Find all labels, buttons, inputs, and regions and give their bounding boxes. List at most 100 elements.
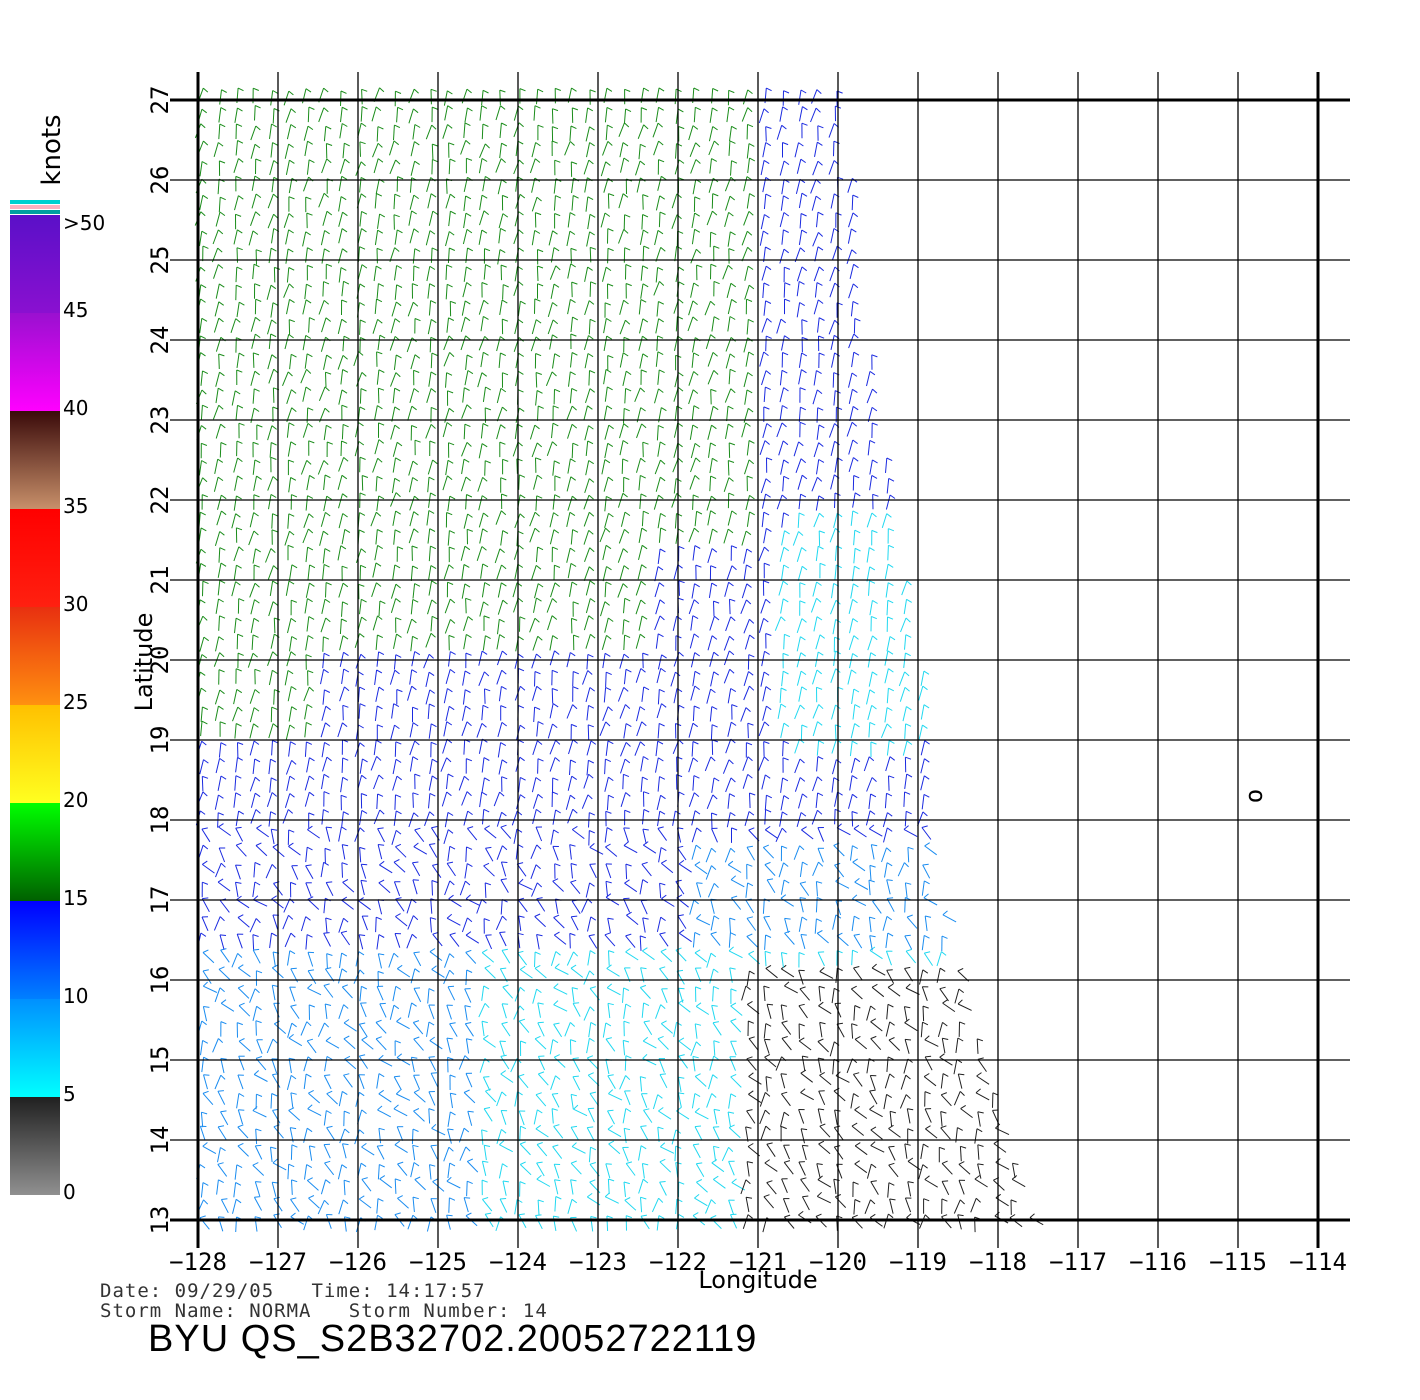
wind-barb	[253, 862, 256, 878]
wind-barb	[763, 194, 767, 210]
wind-barb-flag	[869, 721, 876, 726]
wind-barb	[939, 1056, 953, 1066]
wind-barb-flag	[502, 915, 507, 921]
wind-barb-flag	[428, 476, 435, 481]
wind-barb-flag	[325, 1003, 332, 1006]
wind-barb-flag	[569, 1022, 576, 1027]
wind-barb	[212, 405, 220, 420]
wind-barb-flag	[376, 193, 383, 197]
wind-barb-flag	[622, 492, 628, 498]
wind-barb	[389, 1005, 395, 1020]
wind-barb-flag	[519, 986, 526, 992]
wind-barb	[569, 933, 571, 949]
wind-barb-flag	[640, 474, 646, 479]
wind-barb-flag	[606, 983, 613, 989]
wind-barb-flag	[729, 316, 736, 320]
wind-barb-flag	[376, 705, 383, 710]
wind-barb-flag	[693, 405, 700, 410]
wind-barb-flag	[553, 1215, 560, 1218]
wind-barb-flag	[660, 948, 667, 953]
wind-barb-flag	[783, 879, 790, 884]
wind-barb-flag	[272, 601, 279, 606]
wind-barb-flag	[624, 758, 631, 764]
wind-barb	[730, 1076, 742, 1088]
wind-barb	[741, 422, 747, 438]
wind-barb	[499, 1198, 508, 1213]
wind-barb-flag	[341, 1164, 348, 1169]
wind-barb	[796, 670, 802, 686]
wind-barb	[497, 742, 502, 758]
wind-barb	[903, 599, 907, 615]
wind-barb-flag	[340, 794, 347, 798]
wind-barb	[304, 598, 308, 614]
wind-barb	[690, 249, 697, 264]
wind-barb-flag	[887, 1056, 894, 1060]
wind-barb	[640, 1093, 648, 1108]
wind-barb-flag	[781, 494, 788, 500]
wind-barb	[535, 1094, 547, 1107]
wind-barb	[584, 300, 590, 316]
wind-barb	[361, 1178, 372, 1192]
wind-barb	[476, 723, 483, 738]
wind-barb	[342, 705, 344, 721]
wind-barb	[483, 1108, 493, 1122]
wind-barb	[866, 566, 871, 582]
wind-barb	[251, 175, 256, 191]
wind-barb	[957, 1073, 963, 1089]
wind-barb	[428, 775, 433, 791]
wind-barb-flag	[202, 580, 209, 585]
wind-barb-flag	[394, 424, 400, 430]
wind-barb	[993, 1179, 1005, 1191]
wind-barb	[341, 281, 344, 297]
wind-barb	[355, 548, 362, 564]
wind-barb-flag	[889, 756, 896, 761]
wind-barb	[215, 372, 220, 387]
wind-barb-flag	[342, 423, 349, 428]
wind-barb-flag	[869, 916, 876, 920]
wind-barb-flag	[255, 1181, 262, 1183]
wind-barb	[692, 545, 696, 561]
wind-barb	[868, 580, 870, 596]
wind-barb-flag	[359, 1091, 365, 1097]
wind-barb	[671, 1129, 677, 1145]
wind-barb	[495, 510, 502, 525]
wind-barb	[759, 440, 766, 455]
wind-barb	[850, 845, 853, 861]
wind-barb	[570, 352, 573, 368]
wind-barb-flag	[288, 229, 294, 234]
wind-barb-flag	[288, 213, 294, 218]
wind-barb	[694, 1023, 698, 1039]
wind-barb	[815, 546, 819, 562]
wind-barb-flag	[270, 456, 277, 460]
wind-barb	[653, 495, 659, 510]
wind-barb	[271, 1058, 278, 1074]
wind-barb	[812, 669, 818, 685]
wind-barb-flag	[256, 1005, 262, 1011]
wind-barb-flag	[220, 1057, 227, 1060]
wind-barb-flag	[253, 723, 259, 728]
wind-barb-flag	[659, 1073, 667, 1075]
wind-barb-flag	[554, 863, 561, 867]
wind-barb	[670, 671, 676, 687]
wind-barb	[762, 898, 765, 914]
wind-barb-flag	[642, 917, 649, 920]
wind-barb	[482, 809, 485, 825]
wind-barb	[764, 934, 767, 950]
wind-barb	[605, 1038, 616, 1052]
wind-barb-flag	[289, 530, 295, 536]
wind-barb	[723, 477, 730, 492]
wind-barb-flag	[519, 1018, 526, 1022]
wind-barb	[812, 389, 818, 405]
wind-barb	[270, 1093, 273, 1109]
wind-barb-flag	[429, 843, 436, 845]
wind-barb-flag	[746, 845, 753, 848]
wind-barb	[867, 440, 871, 456]
wind-barb	[850, 301, 854, 317]
wind-barb	[571, 443, 574, 459]
wind-barb	[343, 1074, 353, 1088]
wind-barb	[282, 371, 289, 386]
wind-barb	[465, 969, 468, 986]
wind-barb-flag	[693, 899, 699, 905]
wind-barb-flag	[870, 1035, 877, 1040]
wind-barb-flag	[271, 354, 277, 359]
